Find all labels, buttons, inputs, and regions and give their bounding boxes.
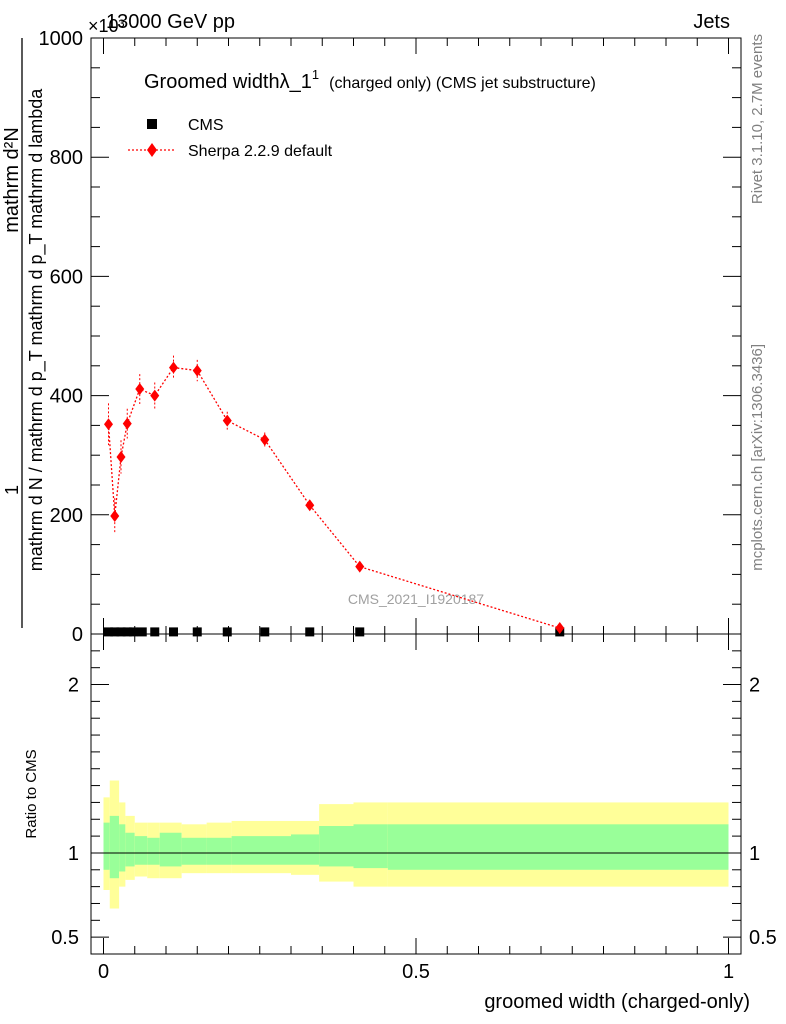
- ratio-y-tick-label-right: 1: [749, 843, 760, 865]
- x-axis-label: groomed width (charged-only): [484, 991, 750, 1013]
- legend-cms-marker: [147, 119, 157, 129]
- sherpa-line: [107, 366, 560, 629]
- ratio-band-green: [147, 837, 160, 865]
- sherpa-point: [355, 560, 365, 573]
- ratio-band-green: [134, 836, 148, 865]
- ratio-y-axis-label: Ratio to CMS: [23, 749, 40, 838]
- plot-title-superscript: 1: [312, 67, 319, 82]
- ratio-plot-frame: [90, 633, 742, 955]
- y-label-numerator: mathrm d²N: [1, 127, 23, 233]
- ratio-band-green: [159, 832, 182, 867]
- cms-point: [169, 627, 178, 637]
- x-tick-label: 0.5: [402, 961, 430, 983]
- ratio-band-green: [387, 824, 729, 870]
- cms-data-points: [104, 627, 565, 637]
- plot-title-main: Groomed widthλ_1: [144, 71, 312, 93]
- y-label-denominator: mathrm d N / mathrm d p_T mathrm d p_T m…: [26, 88, 47, 571]
- cms-point: [150, 627, 160, 637]
- main-y-tick-label: 0: [72, 624, 83, 646]
- x-tick-label: 1: [723, 961, 734, 983]
- cms-point: [192, 627, 202, 637]
- plot-title-rest: (charged only) (CMS jet substructure): [329, 75, 596, 92]
- legend-cms-label: CMS: [188, 117, 224, 134]
- ratio-band-green: [103, 822, 110, 870]
- sherpa-point: [110, 509, 120, 522]
- ratio-axes-ticks: 0.5 0.5 1 1 2 2 0 0.5 1: [51, 634, 777, 983]
- sherpa-point: [169, 361, 178, 374]
- cms-point: [222, 627, 232, 637]
- ratio-band-green: [181, 837, 207, 865]
- rivet-version-label: Rivet 3.1.10, 2.7M events: [749, 34, 766, 204]
- mcplots-label: mcplots.cern.ch [arXiv:1306.3436]: [749, 344, 766, 571]
- cms-point: [355, 627, 365, 637]
- main-y-tick-label: 800: [50, 147, 83, 169]
- ratio-band-green: [206, 837, 232, 865]
- ratio-uncertainty-bands: [103, 780, 729, 909]
- y-label-one: 1: [2, 485, 22, 495]
- legend-sherpa-marker: [147, 143, 157, 157]
- sherpa-point: [116, 450, 126, 463]
- sherpa-point: [260, 433, 270, 446]
- sherpa-point: [122, 417, 132, 430]
- ratio-band-green: [119, 824, 126, 872]
- ratio-y-tick-label: 0.5: [51, 927, 79, 949]
- legend: CMS Sherpa 2.2.9 default: [128, 117, 333, 160]
- header-jets-label: Jets: [693, 11, 730, 33]
- main-axes-ticks: 0 200 400 600 800 1000: [39, 28, 741, 646]
- sherpa-point: [150, 389, 160, 402]
- cms-point: [110, 627, 120, 637]
- ratio-y-tick-label: 2: [68, 675, 79, 697]
- main-y-axis-label: 1 mathrm d²N mathrm d N / mathrm d p_T m…: [1, 38, 47, 628]
- sherpa-point: [104, 418, 113, 431]
- cms-point: [137, 627, 147, 637]
- sherpa-point: [555, 622, 565, 635]
- ratio-y-tick-label: 1: [68, 843, 79, 865]
- sherpa-point: [222, 414, 232, 427]
- ratio-band-green: [125, 832, 135, 867]
- header-collision-label: 13000 GeV pp: [106, 11, 235, 33]
- ratio-band-green: [353, 824, 388, 869]
- main-y-tick-label: 1000: [39, 28, 84, 50]
- cms-point: [104, 627, 113, 637]
- sherpa-point: [135, 383, 145, 396]
- legend-sherpa-label: Sherpa 2.2.9 default: [188, 143, 333, 160]
- y-multiplier-label: ×10³: [88, 16, 125, 36]
- sherpa-series: [104, 355, 565, 635]
- ratio-band-green: [231, 836, 291, 865]
- main-y-tick-label: 400: [50, 386, 83, 408]
- x-tick-label: 0: [98, 961, 109, 983]
- cms-point: [260, 627, 270, 637]
- ratio-band-green: [109, 815, 120, 879]
- cms-point: [116, 627, 126, 637]
- ratio-y-tick-label-right: 2: [749, 675, 760, 697]
- cms-point: [122, 627, 132, 637]
- ratio-band-green: [291, 834, 320, 865]
- ratio-band-green: [319, 826, 354, 867]
- main-y-tick-label: 600: [50, 266, 83, 288]
- sherpa-point: [305, 499, 315, 512]
- cms-point: [305, 627, 315, 637]
- plot-title: Groomed widthλ_11 (charged only) (CMS jet…: [144, 67, 596, 93]
- sherpa-point: [192, 364, 202, 377]
- cms-point: [129, 627, 138, 637]
- ratio-y-tick-label-right: 0.5: [749, 927, 777, 949]
- main-y-tick-label: 200: [50, 505, 83, 527]
